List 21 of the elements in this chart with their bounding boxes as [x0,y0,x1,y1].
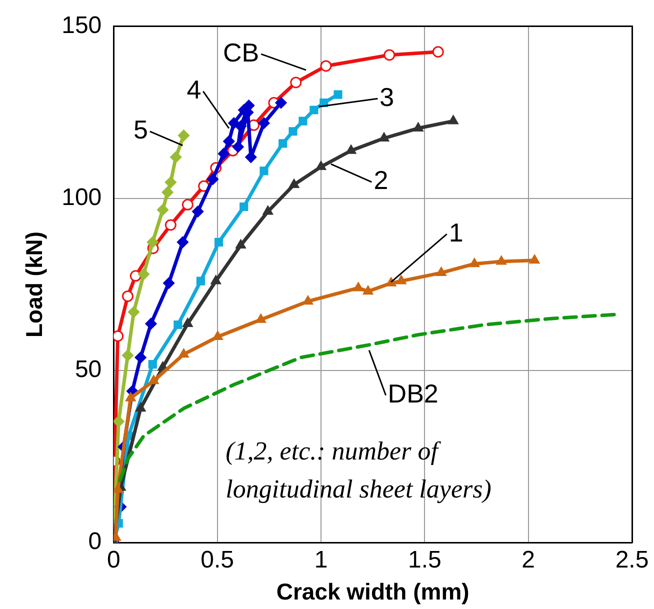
annotation: 3 [380,82,394,112]
y-axis-title: Load (kN) [21,231,48,338]
x-tick-label: 2 [522,546,536,574]
y-tick-label: 150 [62,12,102,40]
y-tick-label: 0 [88,528,102,556]
x-tick-label: 1 [314,546,328,574]
x-tick-label: 1.5 [408,546,442,574]
x-tick-label: 2.5 [615,546,649,574]
y-tick-label: 50 [74,356,102,384]
annotation: (1,2, etc.: number of [226,436,442,466]
annotation: CB [222,37,260,68]
annotation: longitudinal sheet layers) [226,474,492,504]
annotation: 2 [374,165,388,196]
x-tick-label: 0 [106,546,120,574]
x-axis-title: Crack width (mm) [276,578,470,605]
annotation: DB2 [388,378,438,408]
annotation: 1 [448,217,464,248]
annotation: 4 [186,74,202,104]
y-tick-label: 100 [62,184,102,212]
x-tick-label: 0.5 [200,546,234,574]
annotation: 5 [133,114,148,145]
